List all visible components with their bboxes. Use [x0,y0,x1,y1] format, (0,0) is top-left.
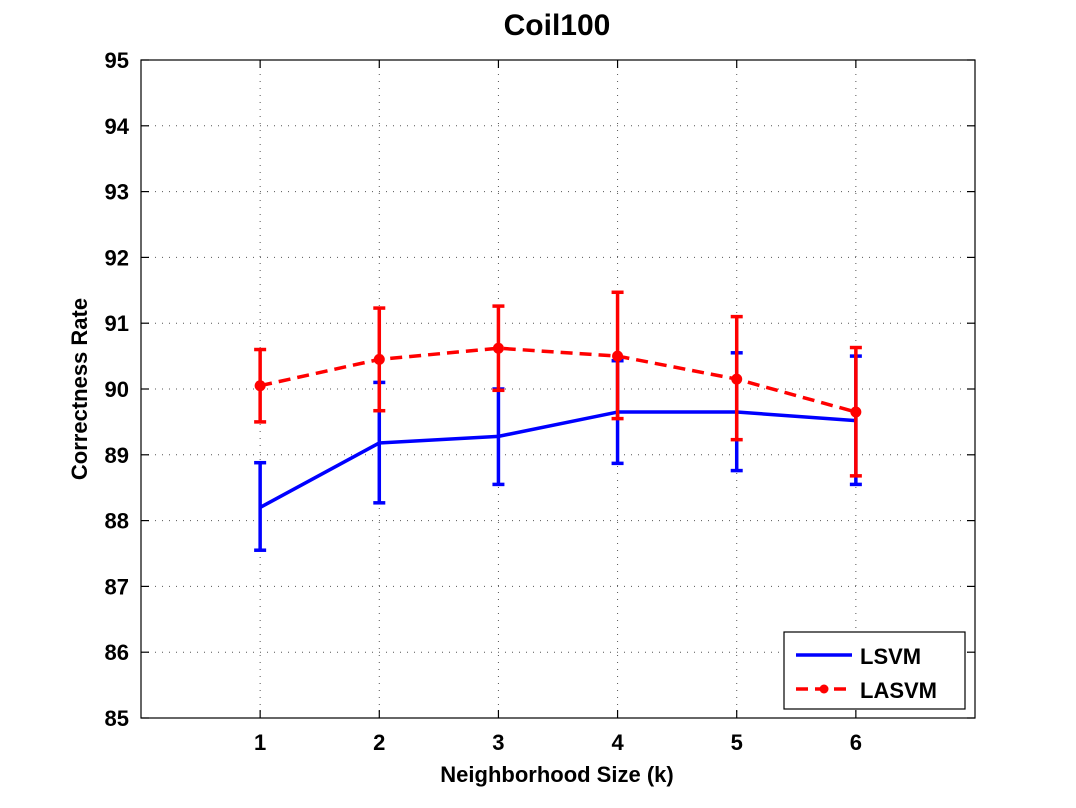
legend-box [783,631,966,710]
point-lasvm [254,380,266,392]
y-tick-label: 85 [105,706,129,731]
legend-label-lasvm: LASVM [860,678,937,703]
x-tick-label: 2 [373,730,385,755]
y-tick-label: 91 [105,311,129,336]
legend: LSVM LASVM [783,631,966,710]
y-tick-label: 92 [105,245,129,270]
point-lasvm [612,350,624,362]
chart-title: Coil100 [504,9,611,42]
y-tick-label: 86 [105,640,129,665]
y-tick-label: 95 [105,48,129,73]
legend-marker-lasvm [819,684,829,694]
x-tick-label: 3 [492,730,504,755]
point-lasvm [850,406,862,418]
line-lasvm [259,346,857,414]
point-lasvm [492,342,504,354]
y-tick-label: 90 [105,377,129,402]
x-tick-label: 5 [731,730,743,755]
line-lsvm [259,410,856,509]
y-axis-label: Correctness Rate [67,298,92,480]
legend-label-lsvm: LSVM [860,644,921,669]
series-lasvm [254,290,862,478]
axis-ticks: 85 86 87 88 89 90 91 92 93 94 95 1 2 3 4 5 6 [105,48,975,755]
plot-series [254,290,862,552]
point-lasvm [373,353,385,365]
y-tick-label: 88 [105,509,129,534]
x-tick-label: 6 [850,730,862,755]
x-axis-label: Neighborhood Size (k) [440,762,673,787]
x-tick-label: 4 [611,730,624,755]
y-tick-label: 89 [105,443,129,468]
point-lasvm [731,373,743,385]
y-tick-label: 93 [105,180,129,205]
y-tick-label: 87 [105,574,129,599]
x-tick-label: 1 [254,730,266,755]
y-tick-label: 94 [105,114,130,139]
